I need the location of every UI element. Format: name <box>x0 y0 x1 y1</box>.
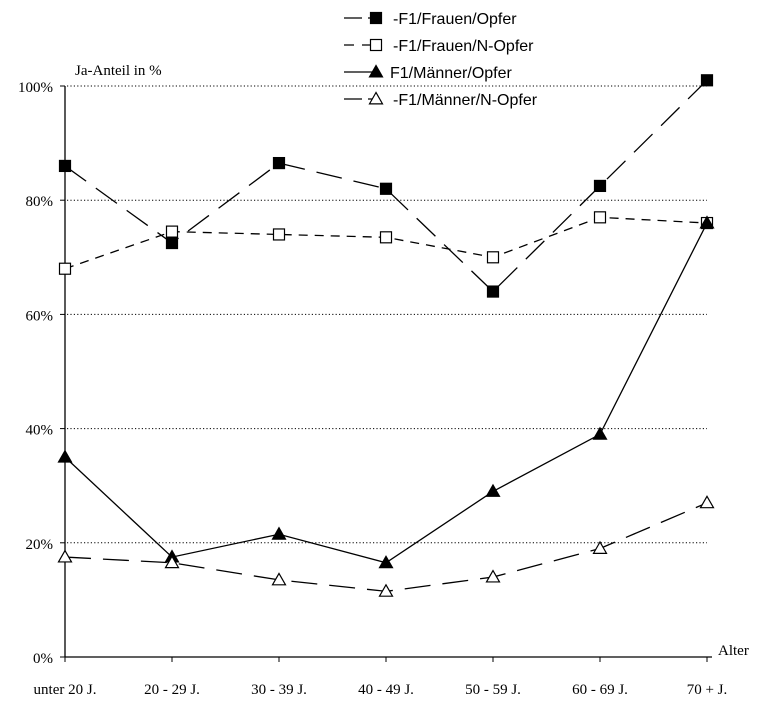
x-tick-label: 30 - 39 J. <box>251 682 307 698</box>
series-lines <box>64 79 708 592</box>
legend-marker <box>369 38 383 52</box>
data-point-series-1 <box>593 179 607 193</box>
data-point-series-2 <box>58 262 72 275</box>
data-point-series-1 <box>700 74 714 87</box>
data-point-series-1 <box>486 285 500 298</box>
legend-marker <box>369 11 383 25</box>
data-point-series-4 <box>378 583 394 597</box>
data-point-series-4 <box>699 495 715 509</box>
data-point-series-3 <box>378 555 394 569</box>
y-tick-label: 60% <box>26 308 54 324</box>
data-point-series-3 <box>699 215 715 229</box>
data-point-series-2 <box>272 228 286 241</box>
y-tick-label: 0% <box>33 651 53 667</box>
data-point-series-4 <box>57 549 73 563</box>
y-tick-label: 80% <box>26 194 54 210</box>
x-tick-label: 50 - 59 J. <box>465 682 521 698</box>
data-point-series-3 <box>485 483 501 497</box>
series-markers <box>57 74 715 597</box>
x-tick-label: 60 - 69 J. <box>572 682 628 698</box>
y-axis-label: Ja-Anteil in % <box>75 63 162 79</box>
x-tick-label: 40 - 49 J. <box>358 682 414 698</box>
data-point-series-2 <box>379 231 393 244</box>
data-point-series-1 <box>58 159 72 173</box>
data-point-series-1 <box>379 182 393 195</box>
data-point-series-3 <box>592 426 608 440</box>
legend: -F1/Frauen/Opfer -F1/Frauen/N-Opfer F1/Män… <box>344 11 538 109</box>
legend-label: F1/Männer/Opfer <box>390 65 513 82</box>
data-point-series-4 <box>271 572 287 586</box>
x-axis-label: Alter <box>718 643 749 659</box>
legend-label: -F1/Frauen/N-Opfer <box>393 38 534 55</box>
data-point-series-1 <box>272 156 286 170</box>
y-tick-label: 100% <box>18 80 53 96</box>
x-tick-label: 70 + J. <box>687 682 728 698</box>
legend-marker <box>368 64 384 78</box>
legend-label: -F1/Frauen/Opfer <box>393 11 517 28</box>
data-point-series-4 <box>164 555 180 569</box>
data-point-series-3 <box>271 526 287 540</box>
data-point-series-4 <box>592 540 608 554</box>
y-ticks: 0% 20% 40% 60% 80% 100% <box>18 80 65 667</box>
data-point-series-2 <box>593 211 607 224</box>
data-point-series-3 <box>57 449 73 463</box>
data-point-series-2 <box>165 225 179 238</box>
y-tick-label: 20% <box>26 537 54 553</box>
x-tick-label: 20 - 29 J. <box>144 682 200 698</box>
data-point-series-1 <box>165 236 179 250</box>
series-line-3 <box>64 222 708 564</box>
data-point-series-4 <box>485 569 501 583</box>
y-tick-label: 40% <box>26 423 54 439</box>
data-point-series-2 <box>486 251 500 264</box>
x-ticks: unter 20 J. 20 - 29 J. 30 - 39 J. 40 - 49 J… <box>34 657 728 698</box>
legend-marker <box>368 91 384 105</box>
x-tick-label: unter 20 J. <box>34 682 97 698</box>
legend-label: -F1/Männer/N-Opfer <box>393 92 538 109</box>
gridlines <box>67 85 707 544</box>
